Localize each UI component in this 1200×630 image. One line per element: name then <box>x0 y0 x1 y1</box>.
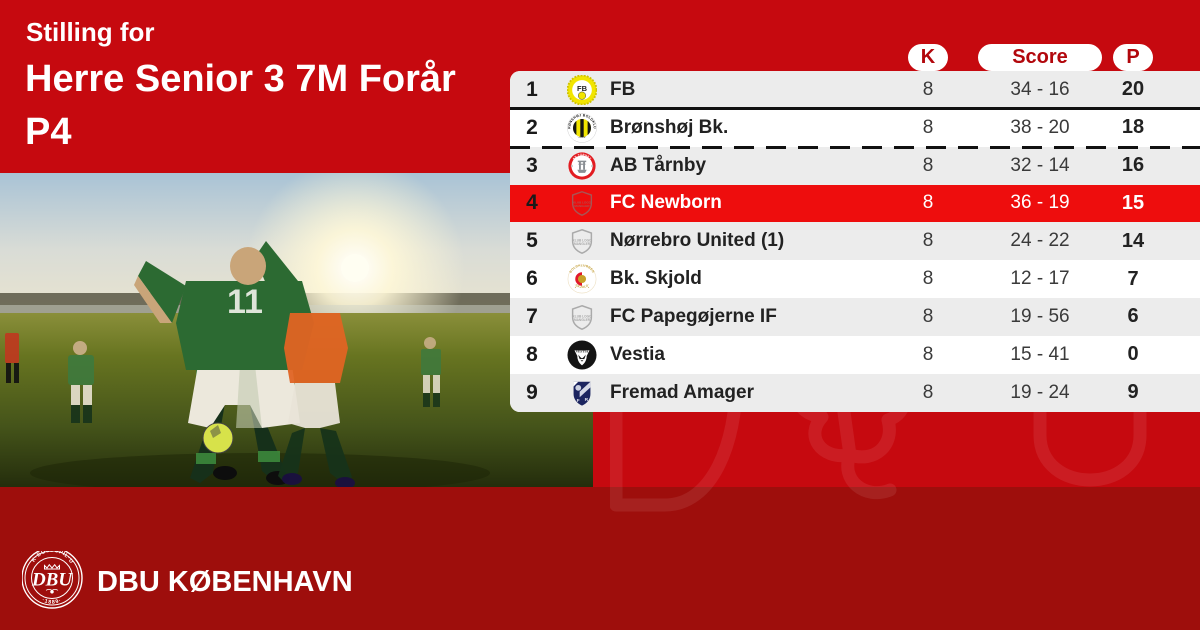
svg-text:MANGLER: MANGLER <box>574 243 591 247</box>
svg-text:DBU: DBU <box>31 570 73 591</box>
svg-text:DBU KØBENHAVN: DBU KØBENHAVN <box>97 566 353 598</box>
svg-text:R: R <box>585 397 589 403</box>
svg-text:11: 11 <box>227 283 263 321</box>
svg-text:MANGLER: MANGLER <box>574 318 591 322</box>
svg-text:FB: FB <box>577 84 588 93</box>
svg-text:VESTIA: VESTIA <box>576 349 589 353</box>
svg-text:F: F <box>577 398 580 404</box>
svg-text:MANGLER: MANGLER <box>574 204 590 208</box>
